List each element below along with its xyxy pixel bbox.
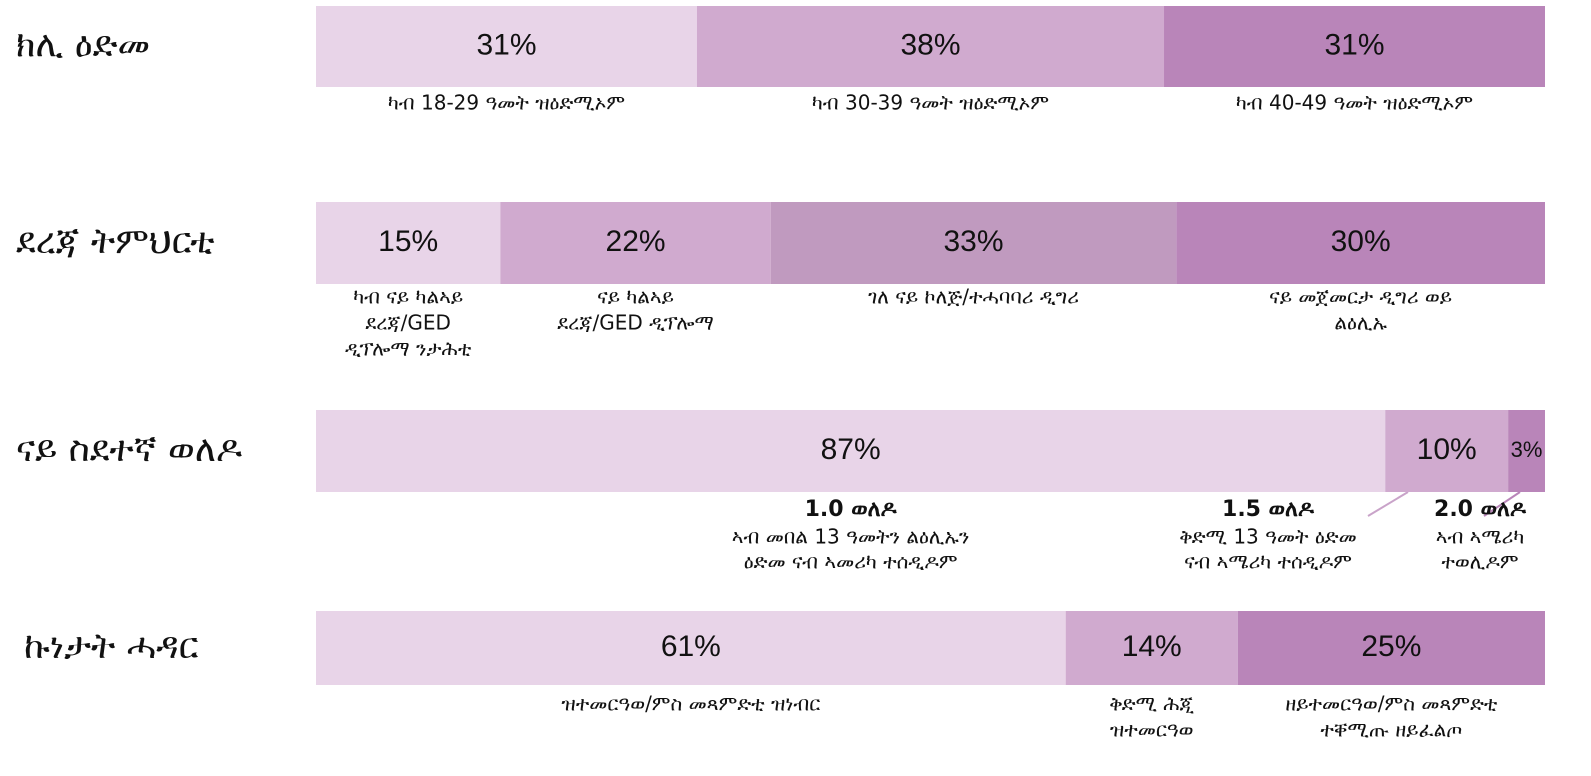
value-label: 10% (1417, 433, 1477, 466)
category-description: ቅድሚ 13 ዓመት ዕድመ (1179, 525, 1356, 549)
category-label: 1.0 ወለዶ (805, 497, 898, 522)
category-description: ዕድመ ናብ ኣመሪካ ተሰዲዶም (744, 550, 958, 574)
value-label: 15% (378, 225, 438, 258)
category-label: ዝተመርዓወ (1110, 718, 1194, 742)
value-label: 30% (1331, 225, 1391, 258)
value-label: 33% (943, 225, 1003, 258)
category-label: ደረጃ/GED ዲፕሎማ (557, 311, 714, 335)
category-label: ዘይተመርዓወ/ምስ መጻምድቲ (1285, 692, 1498, 716)
bar-segment (316, 410, 1386, 492)
value-label: 31% (476, 28, 536, 61)
value-label: 14% (1122, 630, 1182, 663)
leader-line (1483, 491, 1521, 517)
category-label: ገለ ናይ ኮለጅ/ተሓባባሪ ዲግሪ (868, 285, 1079, 309)
bar-segment (500, 202, 771, 284)
category-label: ተቐሚጡ ዘይፈልጦ (1320, 718, 1462, 742)
value-label: 38% (900, 28, 960, 61)
leader-line (1367, 491, 1409, 517)
category-description: ተወሊዶም (1441, 550, 1518, 574)
category-label: ቅድሚ ሕጂ (1109, 692, 1194, 716)
category-label: ዝተመርዓወ/ምስ መጻምድቲ ዝነብር (561, 692, 820, 716)
category-label: ካብ 30-39 ዓመት ዝዕድሚኦም (812, 91, 1049, 115)
category-label: ካብ ናይ ካልኣይ (353, 285, 463, 309)
category-description: ኣብ ኣሜሪካ (1436, 525, 1525, 549)
value-label: 25% (1361, 630, 1421, 663)
bar-segment (1508, 410, 1545, 492)
value-label: 3% (1511, 437, 1543, 462)
bar-segment (1237, 611, 1545, 685)
category-label: ዲፕሎማ ንታሕቲ (345, 337, 472, 361)
category-label: ልዕሊኡ (1334, 311, 1387, 335)
bar-segment (316, 202, 501, 284)
category-label: 2.0 ወለዶ (1434, 497, 1527, 522)
row-title: ክሊ ዕድመ (16, 25, 150, 66)
category-label: ካብ 40-49 ዓመት ዝዕድሚኦም (1236, 91, 1473, 115)
bar-segment (696, 6, 1165, 87)
category-label: ደረጃ/GED (365, 311, 451, 335)
value-label: 22% (606, 225, 666, 258)
value-label: 61% (661, 630, 721, 663)
category-label: 1.5 ወለዶ (1222, 497, 1315, 522)
bar-segment (316, 611, 1066, 685)
bar-segment (1385, 410, 1509, 492)
row-title: ኩነታት ሓዳር (24, 626, 199, 667)
category-label: ናይ ካልኣይ (597, 285, 674, 309)
bar-segment (1065, 611, 1238, 685)
category-label: ካብ 18-29 ዓመት ዝዕድሚኦም (388, 91, 625, 115)
category-description: ኣብ መበል 13 ዓመትን ልዕሊኡን (732, 525, 970, 549)
category-description: ናብ ኣሜሪካ ተሰዲዶም (1184, 550, 1352, 574)
row-title: ናይ ስደተኛ ወለዶ (16, 429, 242, 470)
value-label: 87% (821, 433, 881, 466)
bar-segment (770, 202, 1177, 284)
bar-segment (316, 6, 697, 87)
bar-segment (1164, 6, 1545, 87)
value-label: 31% (1324, 28, 1384, 61)
bar-segment (1176, 202, 1545, 284)
category-label: ናይ መጀመርታ ዲግሪ ወይ (1269, 285, 1452, 309)
row-title: ደረጃ ትምህርቲ (16, 221, 215, 262)
